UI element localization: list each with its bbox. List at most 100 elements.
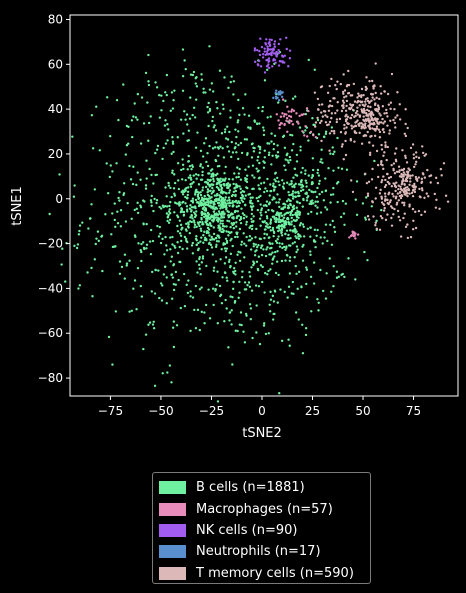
data-point [195,98,198,101]
data-point [248,271,251,274]
data-point [269,310,272,313]
data-point [207,213,211,216]
data-point [230,237,233,241]
legend-label: Macrophages (n=57) [196,501,333,517]
data-point [221,147,224,150]
data-point [366,105,370,108]
data-point [330,126,334,129]
data-point [191,199,194,203]
data-point [333,230,337,234]
data-point [387,202,390,206]
x-axis-label: tSNE2 [242,426,282,441]
data-point [284,232,287,236]
data-point [113,245,116,248]
data-point [277,48,280,52]
data-point [150,204,153,207]
data-point [165,205,169,208]
data-point [238,259,242,262]
data-point [263,190,266,194]
data-point [316,108,320,111]
data-point [260,214,263,217]
data-point [278,183,281,187]
data-point [273,43,276,46]
data-point [253,254,257,257]
data-point [147,80,150,83]
data-point [314,121,318,124]
data-point [245,220,248,224]
data-point [113,202,116,205]
data-point [384,145,387,149]
data-point [281,98,285,101]
data-point [158,205,161,209]
data-point [144,333,148,336]
data-point [250,212,254,216]
data-point [152,326,156,330]
data-point [194,191,197,194]
data-point [328,104,332,107]
data-point [270,132,273,135]
data-point [271,294,275,298]
data-point [206,164,210,168]
data-point [366,194,370,198]
data-point [186,193,189,197]
data-point [139,142,143,145]
data-point [296,287,299,291]
data-point [219,177,222,180]
data-point [358,115,362,118]
data-point [397,215,400,219]
data-point [203,311,206,314]
data-point [262,53,265,56]
data-point [192,211,196,214]
data-point [250,156,254,159]
data-point [255,260,259,263]
data-point [171,135,174,139]
data-point [374,91,377,95]
y-tick-label: −60 [38,326,63,340]
data-point [360,122,363,125]
data-point [227,230,230,234]
data-point [209,169,213,172]
data-point [198,202,202,206]
data-point [128,164,131,168]
data-point [173,181,177,185]
data-point [268,151,271,154]
data-point [417,176,421,179]
data-point [115,98,119,102]
data-point [326,115,329,119]
data-point [221,206,224,209]
data-point [212,266,216,269]
data-point [330,129,333,133]
data-point [243,213,246,217]
data-point [345,85,349,88]
data-point [238,280,241,284]
data-point [94,242,97,246]
data-point [221,227,224,231]
data-point [221,222,224,226]
data-point [245,138,249,141]
data-point [105,162,108,165]
data-point [116,210,119,213]
data-point [340,145,344,148]
data-point [395,170,399,173]
data-point [269,268,272,271]
data-point [285,119,288,123]
data-point [333,226,336,229]
data-point [291,123,295,126]
data-point [305,266,308,269]
data-point [244,168,247,171]
data-point [238,167,241,171]
data-point [356,96,359,99]
data-point [286,216,289,220]
data-point [382,203,386,207]
data-point [223,76,226,79]
data-point [310,210,313,214]
data-point [171,326,175,329]
data-point [343,123,346,127]
data-point [175,202,178,205]
data-point [294,311,298,314]
data-point [287,285,291,288]
data-point [232,271,236,275]
data-point [295,153,299,157]
x-axis-ticks: −75 −50 −25 0 25 50 75 [98,396,421,418]
series-1 [48,45,383,403]
